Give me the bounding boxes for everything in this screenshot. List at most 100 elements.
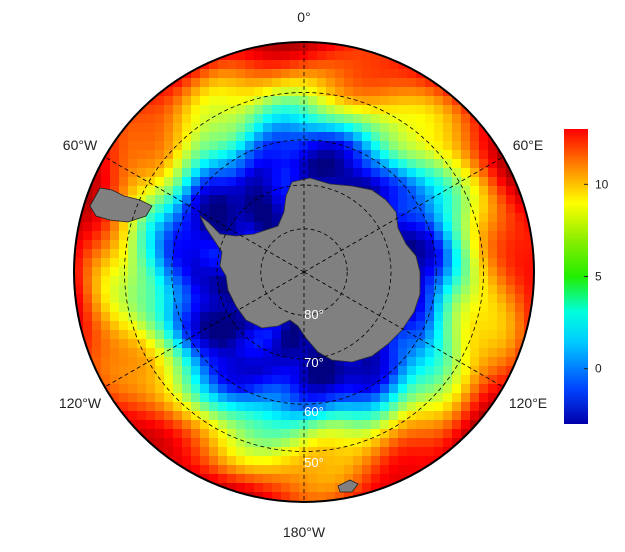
field-cell <box>506 321 516 331</box>
field-cell <box>308 456 318 466</box>
field-cell <box>479 339 489 349</box>
field-cell <box>515 339 525 349</box>
field-cell <box>452 231 462 241</box>
field-cell <box>434 87 444 97</box>
field-cell <box>236 96 246 106</box>
field-cell <box>371 384 381 394</box>
field-cell <box>281 177 291 187</box>
field-cell <box>461 132 471 142</box>
field-cell <box>173 249 183 259</box>
field-cell <box>200 267 210 277</box>
map-frame <box>73 41 535 503</box>
field-cell <box>128 285 138 295</box>
field-cell <box>182 285 192 295</box>
field-cell <box>272 87 282 97</box>
field-cell <box>101 249 111 259</box>
field-cell <box>488 186 498 196</box>
field-cell <box>209 312 219 322</box>
field-cell <box>272 150 282 160</box>
field-cell <box>308 429 318 439</box>
field-cell <box>281 159 291 169</box>
field-cell <box>182 78 192 88</box>
field-cell <box>434 231 444 241</box>
field-cell <box>218 384 228 394</box>
field-cell <box>164 366 174 376</box>
field-cell <box>506 258 516 268</box>
field-cell <box>182 258 192 268</box>
field-cell <box>488 393 498 403</box>
field-cell <box>200 231 210 241</box>
field-cell <box>461 402 471 412</box>
field-cell <box>227 393 237 403</box>
field-cell <box>443 159 453 169</box>
field-cell <box>398 222 408 232</box>
field-cell <box>434 132 444 142</box>
field-cell <box>119 393 129 403</box>
field-cell <box>434 123 444 133</box>
field-cell <box>407 213 417 223</box>
field-cell <box>92 348 102 358</box>
field-cell <box>434 357 444 367</box>
field-cell <box>137 303 147 313</box>
field-cell <box>398 231 408 241</box>
field-cell <box>362 141 372 151</box>
field-cell <box>83 231 93 241</box>
field-cell <box>119 114 129 124</box>
field-cell <box>263 105 273 115</box>
field-cell <box>362 411 372 421</box>
field-cell <box>425 258 435 268</box>
field-cell <box>263 357 273 367</box>
field-cell <box>416 168 426 178</box>
field-cell <box>398 438 408 448</box>
field-cell <box>407 366 417 376</box>
field-cell <box>191 465 201 475</box>
field-cell <box>164 402 174 412</box>
field-cell <box>443 195 453 205</box>
field-cell <box>416 222 426 232</box>
field-cell <box>326 447 336 457</box>
field-cell <box>479 357 489 367</box>
field-cell <box>398 429 408 439</box>
field-cell <box>317 123 327 133</box>
field-cell <box>407 222 417 232</box>
field-cell <box>335 96 345 106</box>
field-cell <box>425 96 435 106</box>
field-cell <box>74 276 84 286</box>
field-cell <box>416 276 426 286</box>
field-cell <box>236 105 246 115</box>
field-cell <box>146 105 156 115</box>
field-cell <box>335 465 345 475</box>
field-cell <box>209 168 219 178</box>
field-cell <box>110 411 120 421</box>
field-cell <box>110 168 120 178</box>
field-cell <box>173 213 183 223</box>
field-cell <box>146 366 156 376</box>
field-cell <box>137 348 147 358</box>
field-cell <box>470 258 480 268</box>
field-cell <box>308 402 318 412</box>
lon-label-120e: 120°E <box>509 395 547 411</box>
field-cell <box>497 357 507 367</box>
field-cell <box>443 411 453 421</box>
field-cell <box>200 87 210 97</box>
field-cell <box>191 159 201 169</box>
field-cell <box>245 474 255 484</box>
field-cell <box>209 141 219 151</box>
field-cell <box>380 177 390 187</box>
field-cell <box>119 321 129 331</box>
field-cell <box>398 483 408 493</box>
field-cell <box>191 231 201 241</box>
field-cell <box>398 51 408 61</box>
field-cell <box>398 204 408 214</box>
field-cell <box>380 456 390 466</box>
field-cell <box>353 357 363 367</box>
field-cell <box>263 168 273 178</box>
field-cell <box>434 204 444 214</box>
field-cell <box>443 123 453 133</box>
field-cell <box>515 312 525 322</box>
field-cell <box>245 339 255 349</box>
field-cell <box>137 420 147 430</box>
field-cell <box>128 186 138 196</box>
field-cell <box>254 375 264 385</box>
field-cell <box>362 456 372 466</box>
